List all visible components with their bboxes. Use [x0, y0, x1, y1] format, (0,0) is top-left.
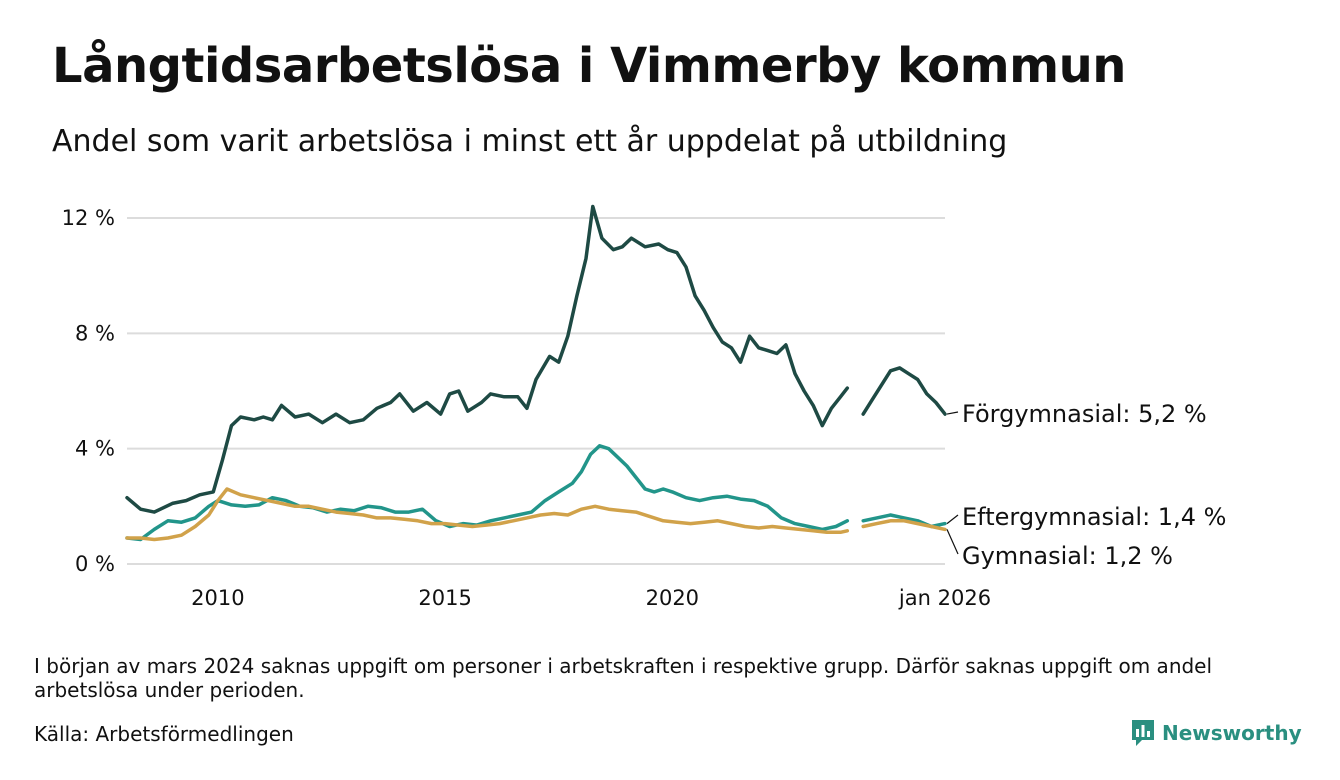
end-labels: Förgymnasial: 5,2 % Eftergymnasial: 1,4 %…: [946, 400, 1226, 570]
chart-subtitle: Andel som varit arbetslösa i minst ett å…: [52, 124, 1008, 159]
x-tick-label: jan 2026: [898, 586, 991, 610]
brand-logo: Newsworthy: [1130, 717, 1302, 749]
footnote: I början av mars 2024 saknas uppgift om …: [34, 654, 1213, 702]
y-tick-label: 12 %: [62, 206, 115, 230]
axis-labels: 0 % 4 % 8 % 12 % 2010 2015 2020 jan 2026: [62, 206, 991, 610]
newsworthy-logo-icon: [1132, 720, 1154, 746]
source-credit: Källa: Arbetsförmedlingen: [34, 722, 294, 746]
y-tick-label: 4 %: [75, 437, 115, 461]
leader-line: [946, 529, 959, 555]
brand-name: Newsworthy: [1162, 721, 1302, 745]
series-end-label: Eftergymnasial: 1,4 %: [962, 503, 1226, 531]
series-line-gymnasial-after-gap: [861, 519, 947, 532]
series-lines: [125, 204, 947, 542]
chart-title: Långtidsarbetslösa i Vimmerby kommun: [52, 38, 1126, 94]
series-line-förgymnasial: [125, 204, 850, 514]
series-end-label: Förgymnasial: 5,2 %: [962, 400, 1207, 428]
series-line-gymnasial: [125, 487, 850, 542]
series-end-label: Gymnasial: 1,2 %: [962, 542, 1173, 570]
gridlines: [127, 217, 945, 565]
leader-line: [946, 514, 959, 525]
line-chart: 0 % 4 % 8 % 12 % 2010 2015 2020 jan 2026 Förgym…: [62, 204, 1226, 610]
y-tick-label: 0 %: [75, 552, 115, 576]
series-line-förgymnasial-after-gap: [861, 366, 947, 416]
x-tick-label: 2020: [646, 586, 699, 610]
y-tick-label: 8 %: [75, 321, 115, 345]
x-tick-label: 2015: [418, 586, 471, 610]
leader-line: [946, 411, 959, 415]
series-line-eftergymnasial: [125, 444, 850, 542]
x-tick-label: 2010: [191, 586, 244, 610]
